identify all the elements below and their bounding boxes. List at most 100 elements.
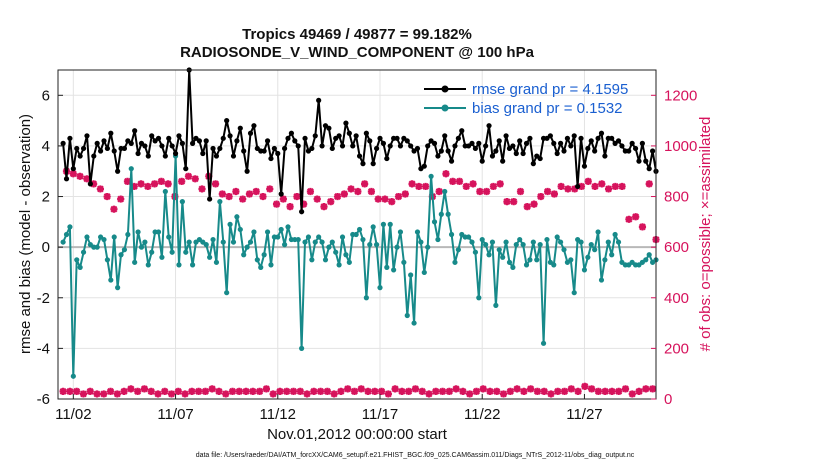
bias-point (479, 236, 485, 243)
rmse-point (636, 158, 642, 164)
rmse-point (632, 145, 639, 152)
rmse-point (162, 153, 168, 159)
rmse-point (520, 150, 526, 157)
rmse-point (527, 135, 533, 141)
bias-point (496, 247, 502, 253)
rmse-point (561, 148, 567, 154)
obs-count-marker (381, 195, 389, 203)
rmse-point (111, 148, 117, 154)
rmse-point (442, 133, 448, 139)
rmse-point (67, 135, 73, 141)
obs-count-marker (195, 387, 203, 396)
bias-point (176, 262, 182, 268)
legend-rmse-marker (441, 85, 449, 93)
obs-count-marker (222, 390, 230, 398)
bias-point (60, 239, 66, 245)
obs-count-marker (96, 185, 104, 193)
rmse-point (602, 153, 608, 159)
rmse-point (360, 161, 366, 167)
rmse-point (479, 158, 485, 164)
rmse-point (241, 148, 247, 154)
bias-point (595, 229, 601, 235)
bias-point (278, 226, 284, 233)
legend-bias-label: bias grand pr = 0.1532 (472, 100, 623, 117)
bias-point (104, 257, 111, 263)
obs-count-marker (398, 387, 406, 396)
rmse-point (387, 143, 393, 149)
bias-point (418, 239, 424, 245)
bias-point (67, 224, 73, 230)
obs-count-marker (533, 387, 542, 396)
obs-count-marker (232, 187, 240, 196)
obs-count-marker (150, 180, 159, 188)
bias-point (183, 249, 189, 255)
obs-count-marker (462, 182, 470, 191)
obs-count-marker (499, 390, 508, 398)
rmse-point (367, 138, 373, 144)
obs-count-marker (249, 387, 257, 396)
rmse-point (94, 140, 100, 146)
bias-point (115, 285, 121, 291)
obs-count-marker (113, 390, 121, 398)
rmse-point (425, 143, 431, 149)
rmse-point (104, 145, 111, 152)
rmse-point (210, 145, 216, 152)
rmse-point (564, 135, 571, 141)
bias-point (309, 257, 315, 263)
rmse-point (483, 143, 489, 149)
obs-count-marker (316, 387, 325, 396)
obs-count-marker (547, 390, 555, 398)
obs-count-marker (649, 385, 657, 393)
obs-count-marker (276, 387, 284, 396)
bias-point (643, 257, 649, 263)
rmse-point (227, 133, 233, 139)
bias-point (455, 247, 461, 253)
rmse-point (431, 140, 438, 146)
obs-count-marker (184, 172, 193, 180)
rmse-point (489, 153, 496, 159)
obs-count-marker (350, 387, 359, 396)
obs-count-marker (611, 182, 619, 191)
bias-point (476, 295, 482, 301)
bias-point (343, 252, 349, 258)
obs-count-marker (59, 387, 67, 396)
obs-count-marker (577, 182, 586, 191)
obs-count-marker (486, 387, 494, 396)
rmse-point (452, 143, 458, 149)
bias-point (210, 236, 216, 243)
obs-count-marker (86, 387, 94, 396)
rmse-point (568, 143, 574, 149)
obs-count-marker (215, 387, 223, 396)
bias-point (544, 236, 550, 243)
bias-point (302, 239, 308, 245)
obs-count-marker (618, 182, 626, 191)
bias-point (353, 231, 359, 238)
obs-count-marker (523, 203, 531, 211)
rmse-point (281, 145, 288, 152)
obs-count-marker (110, 205, 118, 213)
right-tick-label: 1200 (664, 87, 697, 104)
bias-point (155, 229, 162, 235)
bias-point (384, 264, 390, 270)
rmse-point (615, 138, 622, 144)
bias-point (203, 242, 209, 248)
obs-count-marker (621, 385, 630, 393)
rmse-point (247, 130, 254, 136)
obs-count-marker (174, 387, 182, 396)
y-axis-label-left: rmse and bias (model - observation) (17, 114, 34, 354)
obs-count-marker (496, 180, 504, 188)
rmse-point (585, 145, 591, 152)
bias-point (258, 264, 264, 270)
bias-point (63, 231, 70, 238)
obs-count-marker (256, 387, 264, 396)
obs-count-marker (516, 187, 525, 196)
obs-count-marker (100, 390, 108, 398)
obs-count-marker (66, 387, 74, 396)
obs-count-marker (198, 185, 206, 193)
bias-point (339, 234, 346, 240)
rmse-point (373, 145, 380, 152)
obs-count-marker (615, 387, 623, 396)
bias-point (285, 224, 291, 230)
rmse-point (646, 166, 652, 172)
obs-count-marker (296, 387, 304, 396)
